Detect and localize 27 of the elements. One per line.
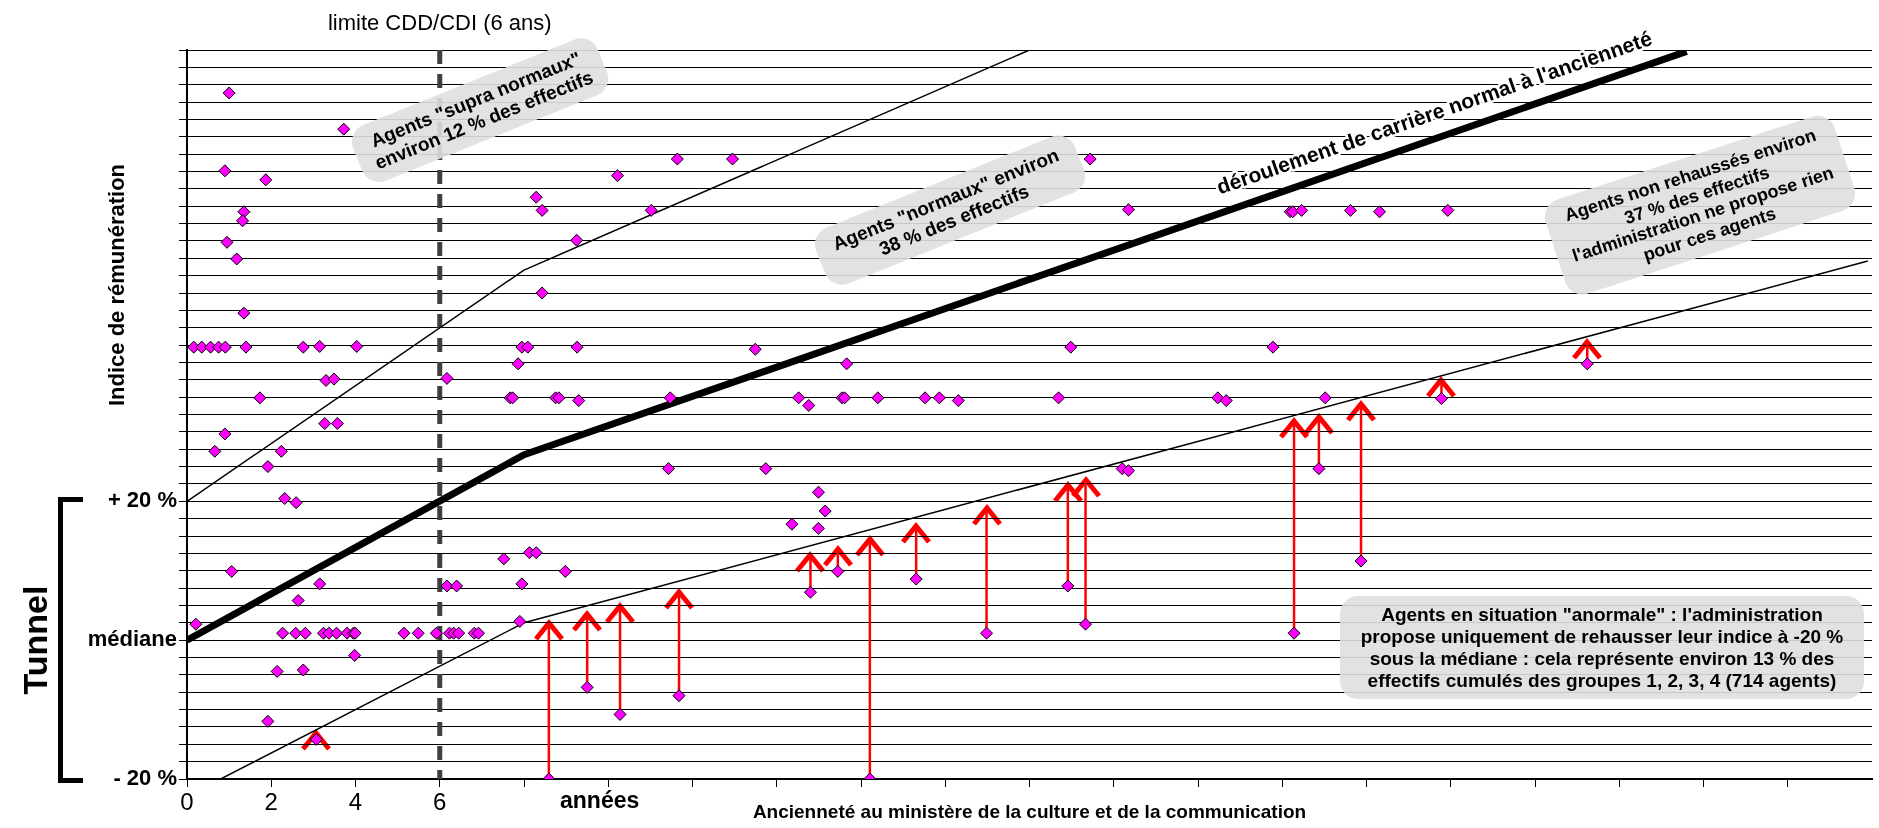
point	[803, 585, 817, 599]
point	[980, 626, 994, 640]
text: Tunnel	[16, 585, 56, 695]
point	[1434, 392, 1448, 406]
y-tick-label: médiane	[87, 626, 177, 652]
x-axis-title: Ancienneté au ministère de la culture et de la communication	[752, 800, 1307, 822]
point	[1079, 617, 1093, 631]
point	[1312, 462, 1326, 476]
y-tick-label: - 20 %	[113, 765, 177, 791]
x-tick-label: 2	[264, 788, 278, 816]
point	[613, 707, 627, 721]
callout-box: Agents en situation "anormale" : l'administration propose uniquement de rehausser leur indice à -20 % sous la médiane : cela représente environ 13 % des effectifs cumulés des groupes 1, 2, 3, 4 (714 agents)	[1340, 596, 1864, 700]
point	[1354, 554, 1368, 568]
text: années	[560, 787, 640, 814]
y-axis-title: Indice de rémunération	[104, 163, 130, 407]
point	[1580, 357, 1594, 371]
point	[1061, 579, 1075, 593]
point	[580, 680, 594, 694]
point	[1287, 626, 1301, 640]
point	[909, 572, 923, 586]
x-tick-label: 4	[348, 788, 363, 816]
x-tick-label: 0	[180, 788, 194, 816]
point	[309, 732, 323, 746]
y-tick-label: + 20 %	[107, 487, 177, 513]
point	[831, 564, 845, 578]
point	[672, 689, 686, 703]
x-tick-label: 6	[433, 788, 447, 816]
